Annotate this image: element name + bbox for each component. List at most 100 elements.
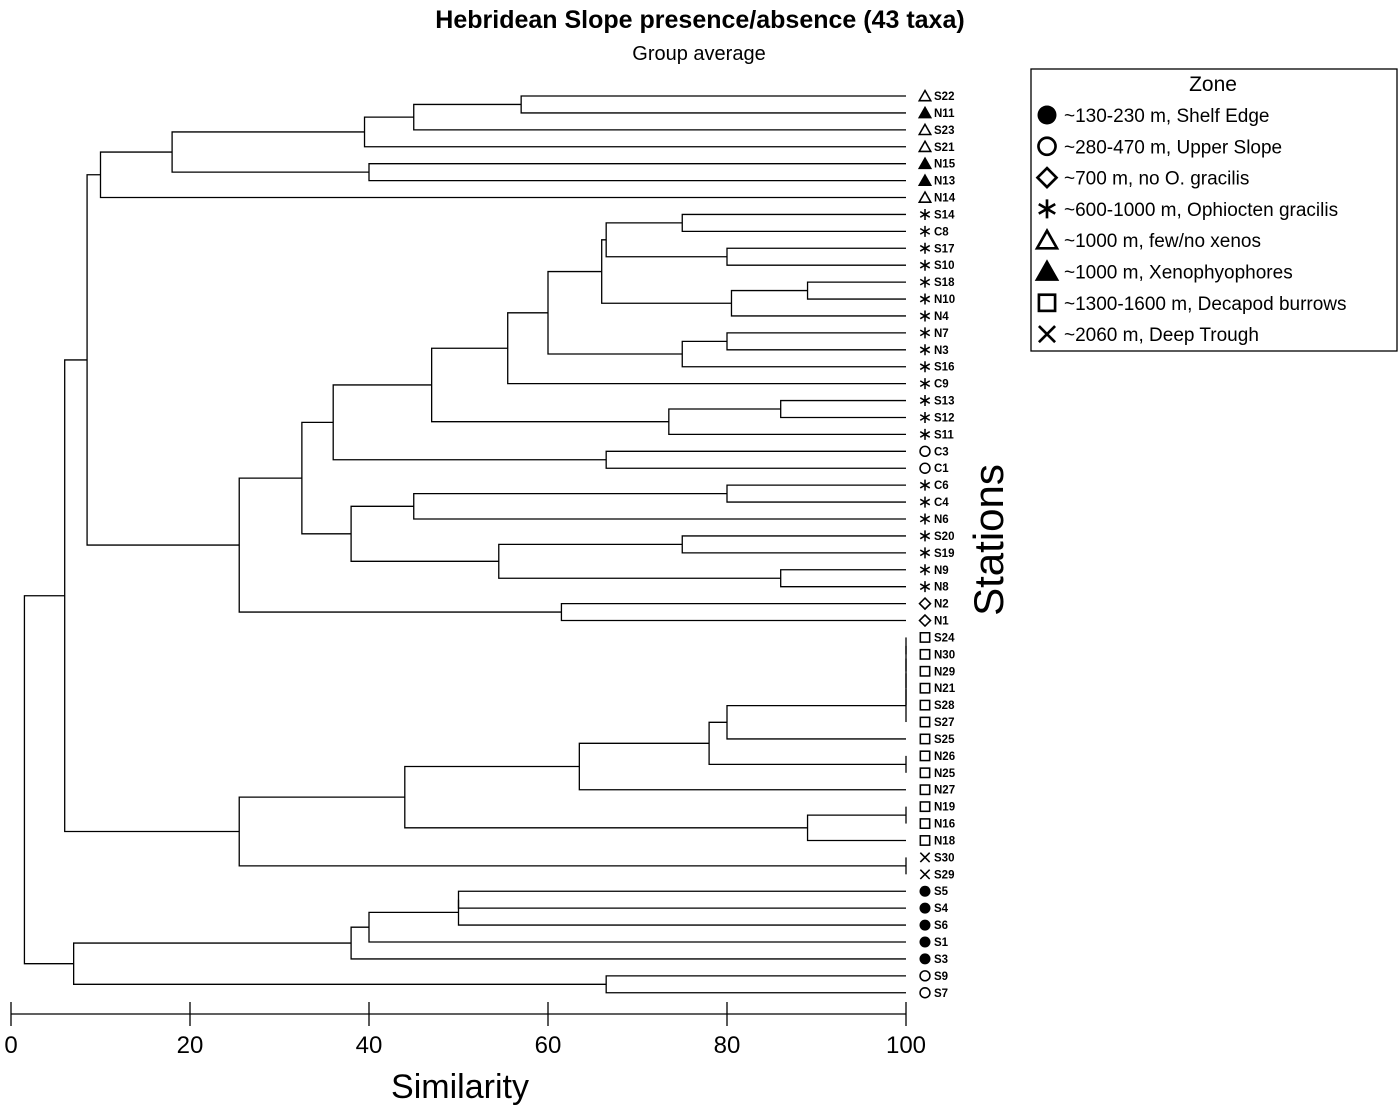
branch-m48 [368, 911, 906, 943]
leaf-label-s25: S25 [934, 734, 955, 746]
branch-m21 [726, 484, 906, 503]
branch-m39 [578, 742, 906, 791]
legend-label-asterisk: ~600-1000 m, Ophiocten gracilis [1064, 200, 1338, 221]
x-tick-label-0: 0 [4, 1032, 17, 1059]
legend-marker-open-diamond [1035, 166, 1059, 189]
leaf-marker-n7 [919, 327, 931, 339]
leaf-marker-n3 [919, 344, 931, 356]
leaf-marker-s6 [919, 919, 931, 931]
legend-item-open-circle: ~280-470 m, Upper Slope [1037, 136, 1282, 158]
legend: Zone ~130-230 m, Shelf Edge ~280-470 m, U… [1030, 68, 1398, 352]
leaf-marker-s28 [919, 699, 931, 711]
branch-m8 [605, 222, 727, 258]
legend-marker-asterisk [1038, 199, 1056, 219]
branch-m36 [726, 704, 906, 740]
branch-m45 [64, 359, 240, 833]
legend-label-filled-circle: ~130-230 m, Shelf Edge [1064, 106, 1269, 127]
leaf-marker-s27 [919, 716, 931, 728]
dendrogram-branches [23, 95, 907, 994]
leaf-marker-s24 [919, 631, 931, 643]
leaf-marker-n14 [917, 190, 933, 203]
leaf-marker-s25 [919, 733, 931, 745]
x-tick-label-80: 80 [714, 1032, 741, 1059]
legend-title: Zone [1189, 73, 1237, 96]
branch-m38 [708, 721, 906, 765]
leaf-marker-s10 [919, 259, 931, 271]
leaf-marker-n15 [917, 156, 933, 170]
branch-m30 [86, 174, 240, 546]
leaf-label-n30: N30 [934, 649, 955, 661]
leaf-label-s28: S28 [934, 700, 955, 712]
leaf-label-s13: S13 [934, 396, 954, 408]
leaf-label-n2: N2 [934, 599, 949, 611]
leaf-label-n4: N4 [934, 311, 949, 323]
leaf-marker-n2 [918, 597, 932, 611]
legend-items: ~130-230 m, Shelf Edge ~280-470 m, Upper … [1034, 105, 1347, 346]
leaf-marker-n26 [919, 750, 931, 762]
leaf-label-n18: N18 [934, 835, 956, 847]
leaf-label-s24: S24 [934, 632, 955, 644]
leaf-marker-c1 [919, 462, 931, 474]
x-tick-label-100: 100 [886, 1032, 926, 1059]
leaf-marker-s3 [919, 953, 931, 965]
leaf-marker-c4 [919, 496, 931, 508]
leaf-marker-s4 [919, 902, 931, 914]
leaf-marker-n21 [919, 682, 931, 694]
leaf-label-s4: S4 [934, 903, 949, 915]
branch-m10 [730, 289, 906, 317]
leaf-label-s22: S22 [934, 91, 954, 103]
leaf-marker-s17 [919, 242, 931, 254]
leaf-label-s29: S29 [934, 869, 954, 881]
branch-m17 [668, 408, 906, 436]
y-axis-title: Stations [965, 464, 1012, 616]
legend-frame [1030, 68, 1398, 352]
leaf-marker-n1 [918, 613, 932, 628]
leaf-label-n15: N15 [934, 159, 956, 171]
leaf-label-n8: N8 [934, 582, 949, 594]
leaf-label-s1: S1 [934, 937, 949, 949]
leaf-marker-s22 [917, 88, 933, 102]
branch-m22 [413, 492, 906, 520]
leaf-marker-n29 [919, 665, 931, 677]
leaf-label-n27: N27 [934, 785, 955, 797]
chart-subtitle: Group average [632, 43, 765, 65]
legend-label-open-triangle: ~1000 m, few/no xenos [1064, 231, 1261, 252]
leaf-marker-n11 [917, 105, 933, 119]
leaf-label-n9: N9 [934, 565, 949, 577]
leaf-label-s16: S16 [934, 362, 954, 374]
leaf-label-s17: S17 [934, 243, 954, 255]
leaf-marker-s19 [919, 547, 931, 559]
leaf-label-s27: S27 [934, 717, 954, 729]
leaf-label-n13: N13 [934, 176, 955, 188]
leaf-label-c3: C3 [934, 446, 949, 458]
leaf-label-n6: N6 [934, 514, 949, 526]
leaf-label-s20: S20 [934, 531, 954, 543]
leaf-marker-n19 [919, 801, 931, 813]
x-axis: 0 20 40 60 80 100 [4, 1002, 926, 1059]
leaf-marker-c3 [919, 445, 931, 458]
branch-m2 [363, 116, 906, 148]
chart-title: Hebridean Slope presence/absence (43 tax… [435, 6, 964, 34]
legend-item-open-diamond: ~700 m, no O. gracilis [1035, 166, 1249, 190]
leaf-label-c6: C6 [934, 480, 949, 492]
leaf-label-n21: N21 [934, 683, 956, 695]
branch-m3 [368, 163, 906, 182]
legend-label-cross: ~2060 m, Deep Trough [1064, 325, 1259, 346]
leaf-marker-n30 [919, 648, 931, 660]
branch-m26 [350, 505, 499, 562]
leaf-marker-s16 [919, 361, 931, 373]
branch-m51 [73, 942, 607, 985]
branch-m29 [238, 477, 562, 613]
x-tick-label-60: 60 [535, 1032, 562, 1059]
leaf-marker-s23 [917, 122, 933, 136]
branch-m0 [520, 95, 906, 114]
branch-m49 [350, 926, 906, 960]
leaf-label-n25: N25 [934, 768, 956, 780]
legend-label-open-circle: ~280-470 m, Upper Slope [1064, 137, 1282, 158]
branch-m4 [171, 131, 369, 173]
legend-marker-filled-triangle [1034, 259, 1060, 281]
leaf-marker-c8 [919, 225, 931, 237]
leaf-label-c1: C1 [934, 463, 949, 475]
leaf-label-n3: N3 [934, 345, 949, 357]
